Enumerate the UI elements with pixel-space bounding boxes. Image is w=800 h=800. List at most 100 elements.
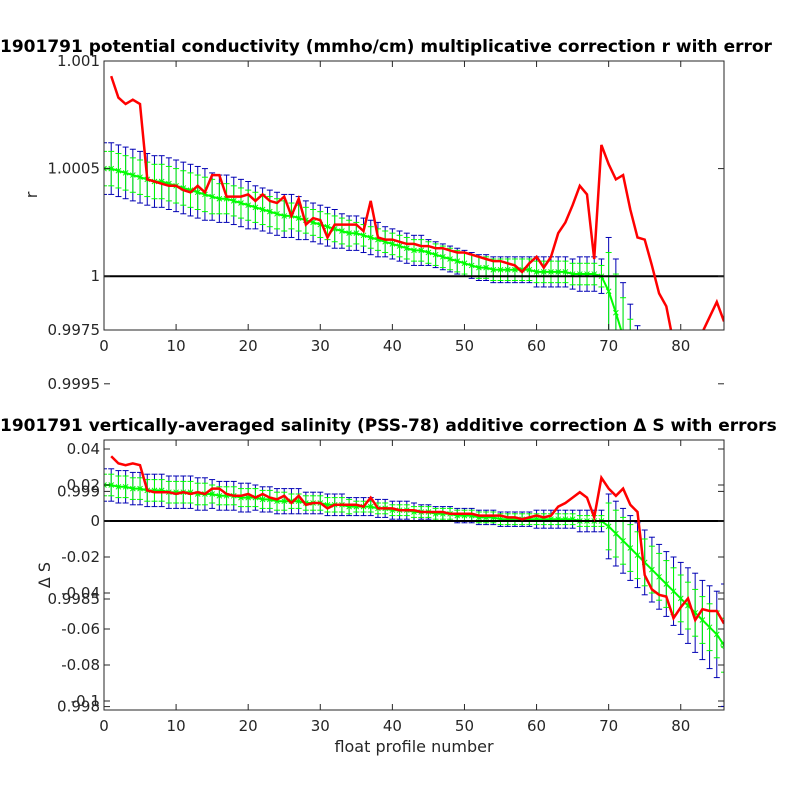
fit-point xyxy=(670,588,677,595)
x-tick-label: 80 xyxy=(671,337,690,355)
fit-point xyxy=(635,377,640,382)
fit-point xyxy=(454,258,461,264)
fit-point xyxy=(389,241,396,247)
plot-area xyxy=(104,75,724,578)
fit-point xyxy=(295,215,302,221)
fit-point xyxy=(137,485,143,492)
fit-point xyxy=(533,269,540,275)
y-tick-label: 0.998 xyxy=(57,698,100,716)
x-axis-label: float profile number xyxy=(334,737,494,756)
x-tick-label: 40 xyxy=(383,337,402,355)
fit-point xyxy=(230,198,237,204)
fit-point xyxy=(721,642,724,649)
fit-point xyxy=(281,498,288,505)
fit-point xyxy=(504,266,511,273)
fit-point xyxy=(129,172,136,178)
salinity-correction-panel: 1901791 vertically-averaged salinity (PS… xyxy=(0,416,777,756)
fit-point xyxy=(129,485,136,492)
fit-point xyxy=(194,189,201,196)
y-tick-label: 0.9975 xyxy=(48,321,101,339)
fit-point xyxy=(122,170,129,176)
x-tick-label: 10 xyxy=(167,717,186,735)
y-tick-label: -0.1 xyxy=(71,692,100,710)
fit-point xyxy=(656,573,662,580)
fit-point xyxy=(216,492,223,499)
chart-title: 1901791 potential conductivity (mmho/cm)… xyxy=(0,37,773,57)
x-tick-label: 50 xyxy=(455,717,474,735)
x-tick-label: 60 xyxy=(527,337,546,355)
y-axis-label: r xyxy=(22,191,41,198)
fit-point xyxy=(555,269,562,275)
fit-point xyxy=(324,223,331,230)
y-tick-label: 1 xyxy=(90,267,100,285)
fit-point xyxy=(699,617,706,623)
plot-frame xyxy=(103,439,725,711)
fit-point xyxy=(353,230,360,237)
fit-point xyxy=(605,288,612,295)
fit-point xyxy=(621,334,626,339)
fit-point xyxy=(216,195,223,202)
fit-point xyxy=(649,566,655,573)
fit-point xyxy=(540,269,547,275)
x-tick-label: 40 xyxy=(383,717,402,735)
fit-point xyxy=(245,202,252,209)
fit-point xyxy=(439,253,446,260)
fit-point xyxy=(476,264,482,271)
x-tick-label: 30 xyxy=(311,717,330,735)
y-tick-label: -0.08 xyxy=(61,656,100,674)
fit-point xyxy=(360,232,367,239)
fit-point xyxy=(490,266,497,273)
fit-point xyxy=(468,262,475,269)
x-tick-label: 50 xyxy=(455,337,474,355)
fit-point xyxy=(122,483,129,490)
fit-point xyxy=(202,191,208,198)
fit-point xyxy=(104,482,107,488)
fit-point xyxy=(664,463,669,468)
fit-point xyxy=(693,551,698,556)
x-tick-label: 70 xyxy=(599,717,618,735)
y-tick-label: 0.999 xyxy=(57,482,100,500)
fit-point xyxy=(628,355,633,360)
fit-point xyxy=(483,264,489,271)
conductivity-correction-panel: 1901791 potential conductivity (mmho/cm)… xyxy=(0,37,773,716)
x-tick-label: 30 xyxy=(311,337,330,355)
fit-point xyxy=(115,167,122,174)
fit-point xyxy=(685,530,690,535)
fit-point xyxy=(346,230,352,237)
fit-point xyxy=(613,309,619,316)
measured-series-line xyxy=(110,455,724,625)
fit-point xyxy=(281,213,288,219)
y-tick-label: -0.04 xyxy=(61,584,100,602)
fit-point xyxy=(367,503,374,510)
y-tick-label: 0.04 xyxy=(67,440,100,458)
fit-point xyxy=(259,496,266,503)
x-tick-label: 20 xyxy=(239,337,258,355)
fit-point xyxy=(339,228,345,234)
fit-point xyxy=(706,624,713,631)
x-tick-label: 0 xyxy=(99,337,109,355)
fit-point xyxy=(677,595,684,602)
y-tick-label: -0.02 xyxy=(61,548,100,566)
fit-point xyxy=(526,266,533,273)
fit-point xyxy=(104,165,107,172)
fit-point xyxy=(657,442,662,447)
fit-point xyxy=(403,245,410,252)
fit-point xyxy=(620,537,626,544)
fit-point xyxy=(238,200,244,206)
fit-point xyxy=(627,545,634,551)
chart-title: 1901791 vertically-averaged salinity (PS… xyxy=(0,416,777,436)
y-axis-label: Δ S xyxy=(35,562,54,588)
fit-point xyxy=(605,523,612,530)
fit-point xyxy=(209,491,215,497)
fit-end-marker xyxy=(720,641,724,649)
fit-point xyxy=(108,165,115,172)
y-tick-label: 0 xyxy=(90,512,100,530)
y-tick-label: 0.9985 xyxy=(48,590,101,608)
fit-point xyxy=(396,243,403,249)
plot-layer: 0 10 20 30 40 50 60 70 800.99750.9980.99850.9990… xyxy=(48,52,724,716)
fit-point xyxy=(562,269,569,275)
fit-point xyxy=(700,573,705,578)
fit-point xyxy=(678,508,683,513)
fit-point xyxy=(447,256,453,262)
